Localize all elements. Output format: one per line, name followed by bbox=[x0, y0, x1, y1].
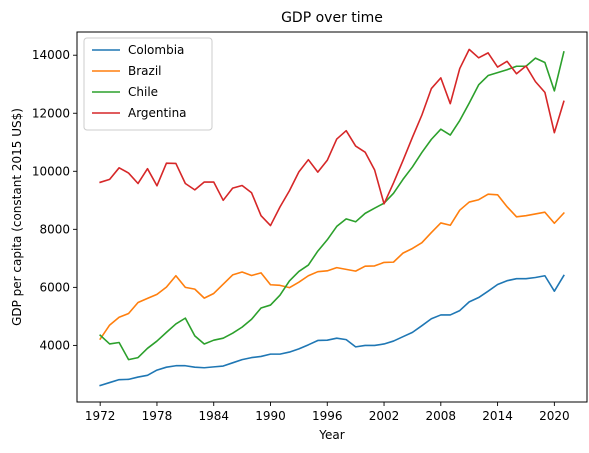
series-line-colombia bbox=[99, 274, 565, 387]
y-tick-label: 8000 bbox=[39, 222, 70, 236]
legend-box bbox=[83, 37, 213, 131]
x-tick-label: 1996 bbox=[312, 409, 343, 423]
x-tick-label: 1984 bbox=[198, 409, 229, 423]
x-axis-label: Year bbox=[318, 428, 344, 442]
x-tick-label: 2002 bbox=[369, 409, 400, 423]
legend-label-brazil: Brazil bbox=[128, 64, 162, 78]
x-tick-label: 2008 bbox=[426, 409, 457, 423]
x-tick-label: 2014 bbox=[482, 409, 513, 423]
y-tick-label: 4000 bbox=[39, 338, 70, 352]
series-line-argentina bbox=[99, 48, 565, 227]
y-tick-label: 12000 bbox=[32, 106, 70, 120]
x-tick-label: 2020 bbox=[539, 409, 570, 423]
x-axis: 1972 1978 1984 1990 1996 2002 2008 2014 2020 bbox=[85, 402, 570, 423]
legend: Colombia Brazil Chile Argentina bbox=[83, 37, 213, 131]
plot-area bbox=[99, 48, 565, 387]
legend-label-colombia: Colombia bbox=[128, 43, 184, 57]
x-tick-label: 1978 bbox=[142, 409, 173, 423]
series-line-chile bbox=[99, 51, 565, 361]
x-tick-label: 1972 bbox=[85, 409, 116, 423]
y-tick-label: 14000 bbox=[32, 48, 70, 62]
y-axis-label: GDP per capita (constant 2015 US$) bbox=[10, 108, 24, 326]
chart-title: GDP over time bbox=[281, 10, 383, 26]
legend-label-chile: Chile bbox=[128, 85, 158, 99]
legend-label-argentina: Argentina bbox=[128, 106, 187, 120]
series-line-brazil bbox=[99, 193, 565, 341]
x-tick-label: 1990 bbox=[255, 409, 286, 423]
y-tick-label: 6000 bbox=[39, 280, 70, 294]
y-axis: 4000 6000 8000 10000 12000 14000 bbox=[32, 48, 77, 352]
y-tick-label: 10000 bbox=[32, 164, 70, 178]
plot-frame bbox=[76, 31, 588, 403]
